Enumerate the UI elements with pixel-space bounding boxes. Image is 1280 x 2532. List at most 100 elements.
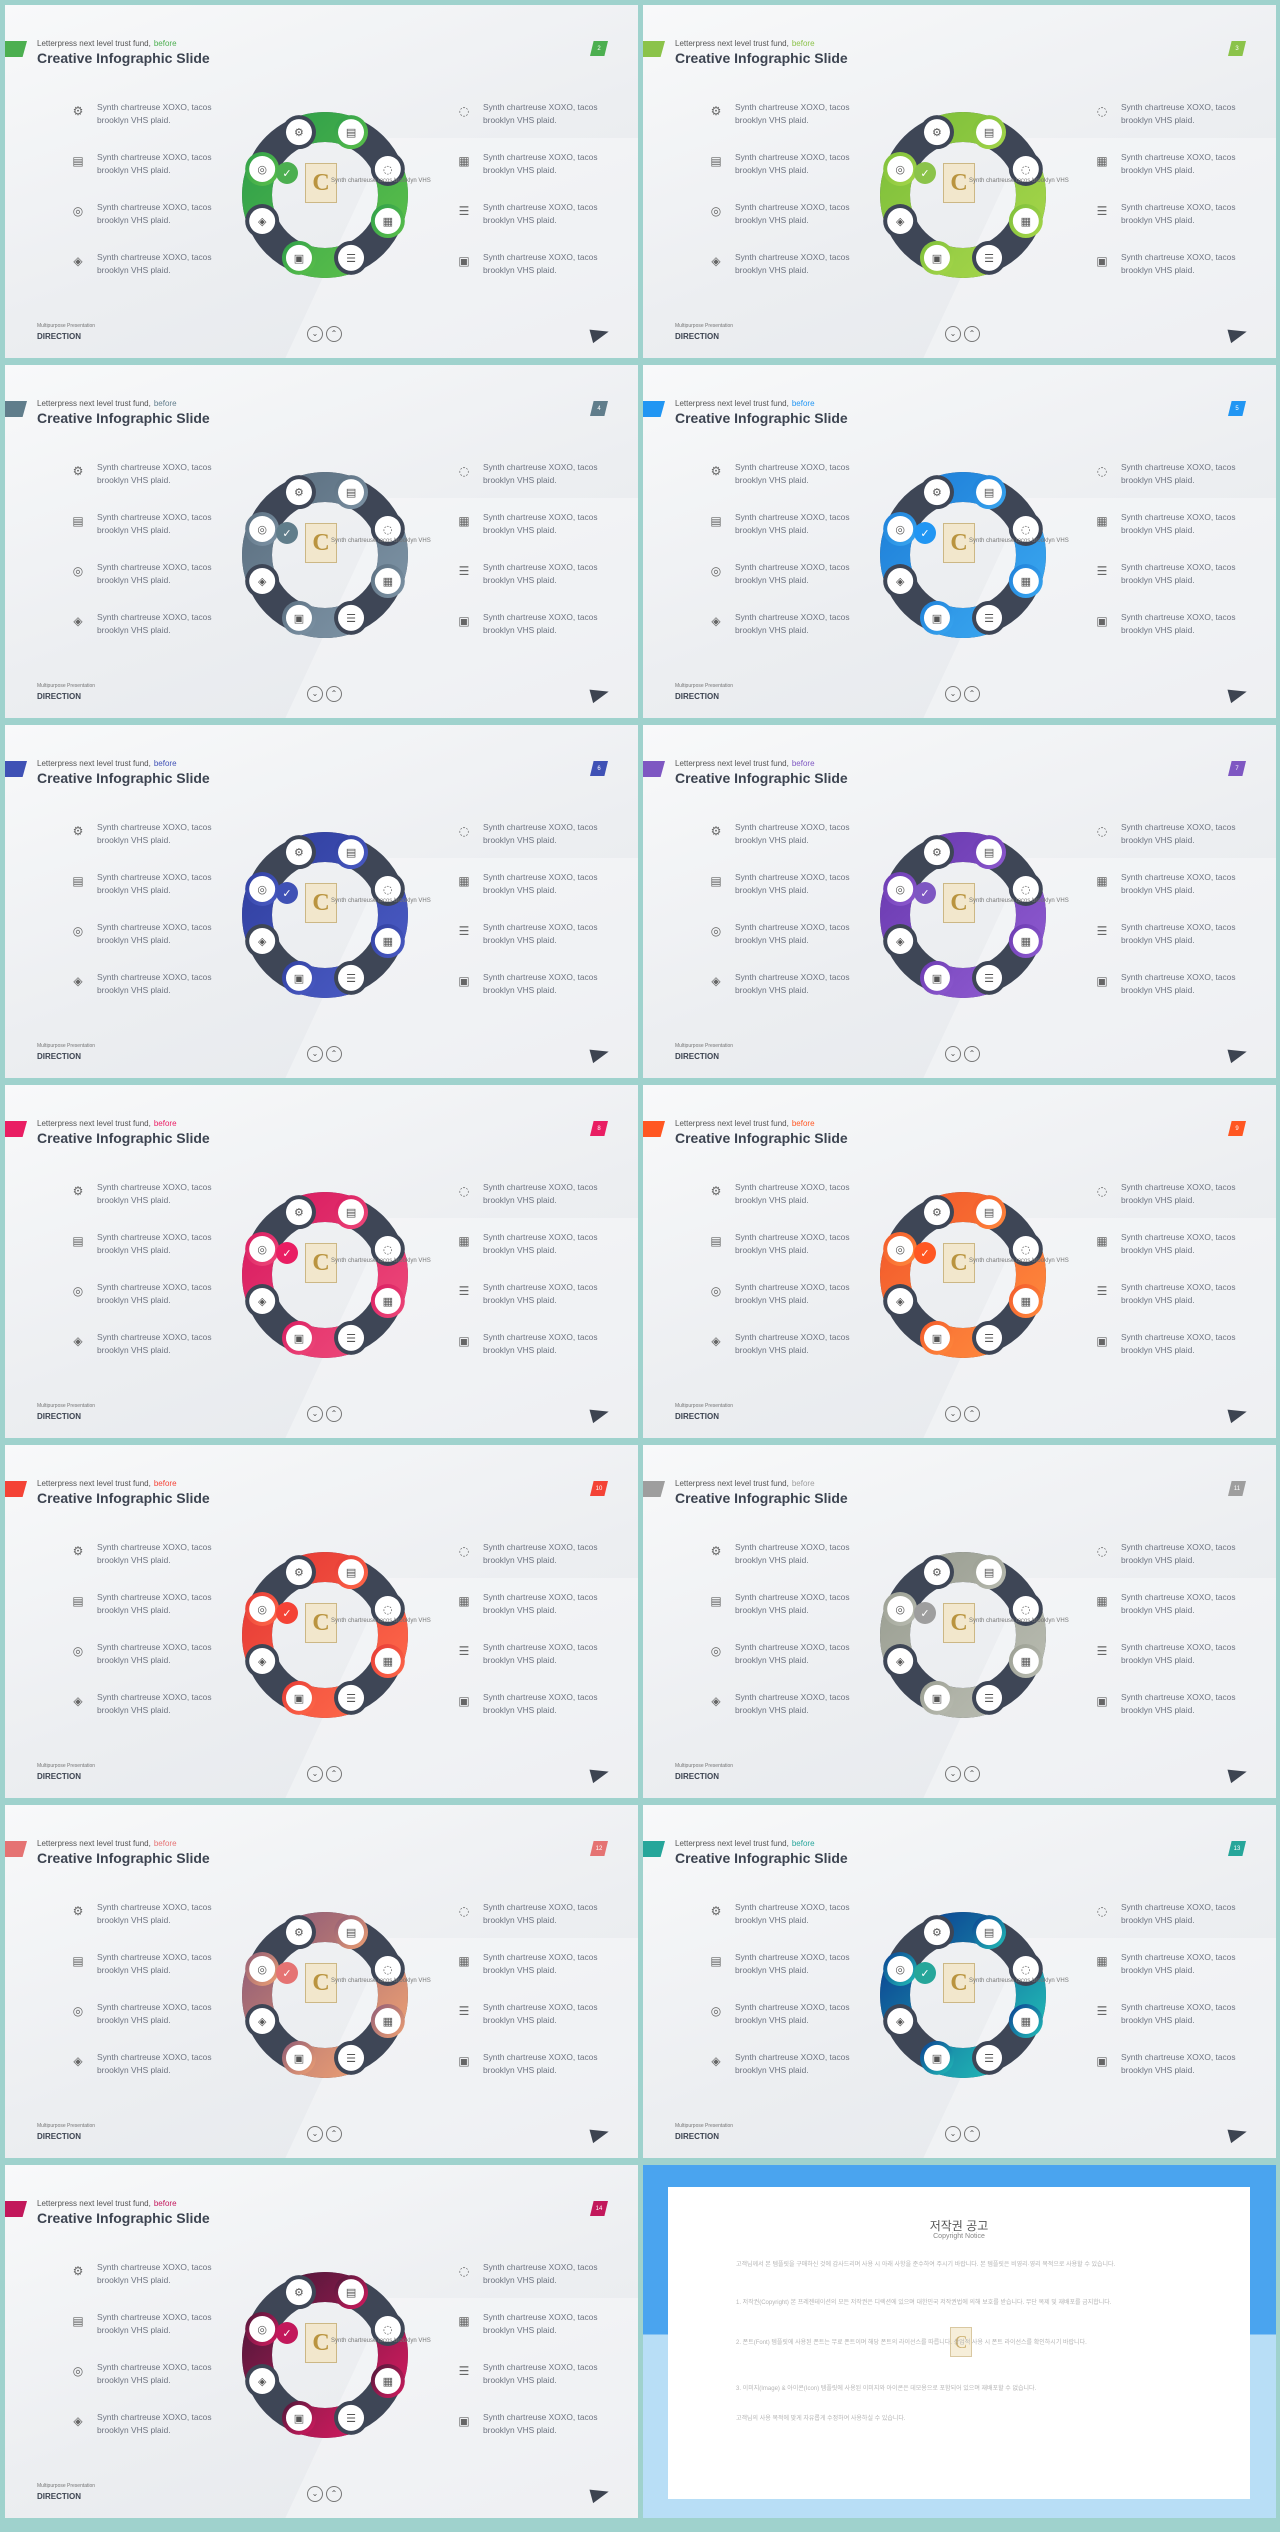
chevron-up-icon[interactable]: ⌃ bbox=[964, 1046, 980, 1062]
ring-node-face bbox=[923, 964, 950, 991]
ring-accent bbox=[242, 1192, 408, 1358]
chevron-up-icon[interactable]: ⌃ bbox=[964, 1766, 980, 1782]
chevron-up-icon[interactable]: ⌃ bbox=[326, 1046, 342, 1062]
chevron-down-icon[interactable]: ⌄ bbox=[945, 2126, 961, 2142]
item-text: Synth chartreuse XOXO, tacos brooklyn VH… bbox=[735, 1182, 850, 1205]
item-text: Synth chartreuse XOXO, tacos brooklyn VH… bbox=[483, 2362, 598, 2385]
ring-node-face bbox=[338, 2404, 365, 2431]
slide-thumbnail[interactable]: Letterpress next level trust fund, before… bbox=[5, 365, 638, 718]
ring-node-face bbox=[1012, 1648, 1039, 1675]
subtitle-highlight: before bbox=[791, 39, 815, 48]
copyright-title: 저작권 공고 bbox=[929, 2219, 989, 2233]
sliders-icon: ☰ bbox=[1096, 564, 1108, 578]
item-text: Synth chartreuse XOXO, tacos brooklyn VH… bbox=[735, 872, 850, 895]
slide-thumbnail[interactable]: Letterpress next level trust fund, before… bbox=[5, 1085, 638, 1438]
chevron-up-icon[interactable]: ⌃ bbox=[964, 686, 980, 702]
chevron-up-icon[interactable]: ⌃ bbox=[326, 326, 342, 342]
ring-node-face bbox=[249, 2315, 276, 2342]
ring-diagram: ▤ ◌ ▦ ☰ ▣ ◈ ◎ ⚙ ✓ bbox=[863, 1895, 1063, 2095]
monitor-chart-icon: ▤ bbox=[710, 874, 722, 888]
slide-thumbnail[interactable]: Letterpress next level trust fund, before… bbox=[5, 5, 638, 358]
slide-thumbnail[interactable]: Letterpress next level trust fund, before… bbox=[5, 725, 638, 1078]
ring-node-face bbox=[338, 119, 365, 146]
layers-icon: ◈ bbox=[258, 1655, 267, 1668]
slide-thumbnail[interactable]: Letterpress next level trust fund, before… bbox=[5, 1805, 638, 2158]
slide-thumbnail[interactable]: Letterpress next level trust fund, before… bbox=[643, 1805, 1276, 2158]
item-text: Synth chartreuse XOXO, tacos brooklyn VH… bbox=[483, 512, 598, 535]
ring-node-face bbox=[374, 515, 401, 542]
footer-brand: DIRECTION bbox=[37, 692, 81, 701]
list-item: ▤ Synth chartreuse XOXO, tacos brooklyn V… bbox=[71, 2311, 221, 2361]
slide-nav: ⌄ ⌃ bbox=[307, 2126, 342, 2142]
item-text: Synth chartreuse XOXO, tacos brooklyn VH… bbox=[483, 972, 598, 995]
ring-node-face bbox=[1012, 515, 1039, 542]
footer-caption: Multipurpose Presentation bbox=[37, 2483, 96, 2489]
center-text: Synth chartreuse tacos brooklyn VHS bbox=[969, 1258, 1069, 1264]
copyright-slide[interactable]: 저작권 공고 Copyright Notice C 고객님께서 본 템플릿을 구매하신… bbox=[643, 2165, 1276, 2518]
item-text: Synth chartreuse XOXO, tacos brooklyn VH… bbox=[97, 252, 212, 275]
chevron-down-icon[interactable]: ⌄ bbox=[945, 686, 961, 702]
slide-thumbnail[interactable]: Letterpress next level trust fund, before… bbox=[643, 1445, 1276, 1798]
slide-thumbnail[interactable]: Letterpress next level trust fund, before… bbox=[643, 1085, 1276, 1438]
ring-node-face bbox=[249, 1955, 276, 1982]
list-item: ▦ Synth chartreuse XOXO, tacos brooklyn V… bbox=[457, 1951, 607, 2001]
right-item-list: ◌ Synth chartreuse XOXO, tacos brooklyn V… bbox=[1095, 101, 1245, 301]
slide-title: Creative Infographic Slide bbox=[37, 1490, 210, 1506]
footer-brand: DIRECTION bbox=[37, 332, 81, 341]
list-item: ◈ Synth chartreuse XOXO, tacos brooklyn V… bbox=[709, 251, 859, 301]
slide-thumbnail[interactable]: Letterpress next level trust fund, before… bbox=[643, 365, 1276, 718]
sliders-icon: ☰ bbox=[984, 1332, 994, 1345]
accent-bar bbox=[643, 1841, 665, 1857]
right-item-list: ◌ Synth chartreuse XOXO, tacos brooklyn V… bbox=[1095, 1901, 1245, 2101]
slide-thumbnail[interactable]: Letterpress next level trust fund, before… bbox=[643, 725, 1276, 1078]
chevron-up-icon[interactable]: ⌃ bbox=[964, 1406, 980, 1422]
chevron-up-icon[interactable]: ⌃ bbox=[326, 2486, 342, 2502]
chevron-up-icon[interactable]: ⌃ bbox=[326, 1766, 342, 1782]
chevron-up-icon[interactable]: ⌃ bbox=[964, 326, 980, 342]
chevron-up-icon[interactable]: ⌃ bbox=[326, 686, 342, 702]
chevron-up-icon[interactable]: ⌃ bbox=[326, 1406, 342, 1422]
chevron-down-icon[interactable]: ⌄ bbox=[307, 1046, 323, 1062]
check-icon: ✓ bbox=[282, 1968, 291, 1980]
chevron-down-icon[interactable]: ⌄ bbox=[307, 2486, 323, 2502]
chevron-down-icon[interactable]: ⌄ bbox=[945, 1406, 961, 1422]
film-icon: ▦ bbox=[383, 2375, 393, 2388]
item-text: Synth chartreuse XOXO, tacos brooklyn VH… bbox=[1121, 252, 1236, 275]
watermark-logo: C bbox=[305, 1603, 337, 1643]
item-text: Synth chartreuse XOXO, tacos brooklyn VH… bbox=[97, 1232, 212, 1255]
gear-icon: ⚙ bbox=[294, 1206, 304, 1219]
ring-node-face bbox=[1012, 2008, 1039, 2035]
center-text: Synth chartreuse tacos brooklyn VHS bbox=[331, 178, 431, 184]
slide-thumbnail[interactable]: Letterpress next level trust fund, before… bbox=[5, 2165, 638, 2518]
right-item-list: ◌ Synth chartreuse XOXO, tacos brooklyn V… bbox=[457, 2261, 607, 2461]
chevron-down-icon[interactable]: ⌄ bbox=[307, 2126, 323, 2142]
gear-icon: ⚙ bbox=[72, 824, 84, 838]
film-icon: ▦ bbox=[458, 1234, 470, 1248]
chevron-up-icon[interactable]: ⌃ bbox=[964, 2126, 980, 2142]
list-item: ⚙ Synth chartreuse XOXO, tacos brooklyn V… bbox=[709, 461, 859, 511]
layers-icon: ◈ bbox=[258, 935, 267, 948]
chevron-down-icon[interactable]: ⌄ bbox=[945, 1766, 961, 1782]
chevron-down-icon[interactable]: ⌄ bbox=[307, 1766, 323, 1782]
chevron-down-icon[interactable]: ⌄ bbox=[307, 326, 323, 342]
left-item-list: ⚙ Synth chartreuse XOXO, tacos brooklyn V… bbox=[71, 1541, 221, 1741]
slide-nav: ⌄ ⌃ bbox=[945, 686, 980, 702]
ring-node-face bbox=[338, 2279, 365, 2306]
ring-node-face bbox=[374, 568, 401, 595]
list-item: ▣ Synth chartreuse XOXO, tacos brooklyn V… bbox=[1095, 1691, 1245, 1741]
chevron-down-icon[interactable]: ⌄ bbox=[307, 686, 323, 702]
gear-icon: ⚙ bbox=[294, 846, 304, 859]
page-number-badge: 5 bbox=[1228, 401, 1246, 416]
monitor-chart-icon: ▤ bbox=[710, 1234, 722, 1248]
chevron-down-icon[interactable]: ⌄ bbox=[945, 1046, 961, 1062]
center-text: Synth chartreuse tacos brooklyn VHS bbox=[969, 538, 1069, 544]
chat-icon: ◌ bbox=[1021, 1963, 1031, 1976]
ring-node-face bbox=[249, 2368, 276, 2395]
chevron-down-icon[interactable]: ⌄ bbox=[307, 1406, 323, 1422]
chevron-up-icon[interactable]: ⌃ bbox=[326, 2126, 342, 2142]
chevron-down-icon[interactable]: ⌄ bbox=[945, 326, 961, 342]
slide-thumbnail[interactable]: Letterpress next level trust fund, before… bbox=[643, 5, 1276, 358]
slide-thumbnail[interactable]: Letterpress next level trust fund, before… bbox=[5, 1445, 638, 1798]
slide-subtitle: Letterpress next level trust fund, before bbox=[37, 759, 177, 768]
subtitle-highlight: before bbox=[153, 1119, 177, 1128]
